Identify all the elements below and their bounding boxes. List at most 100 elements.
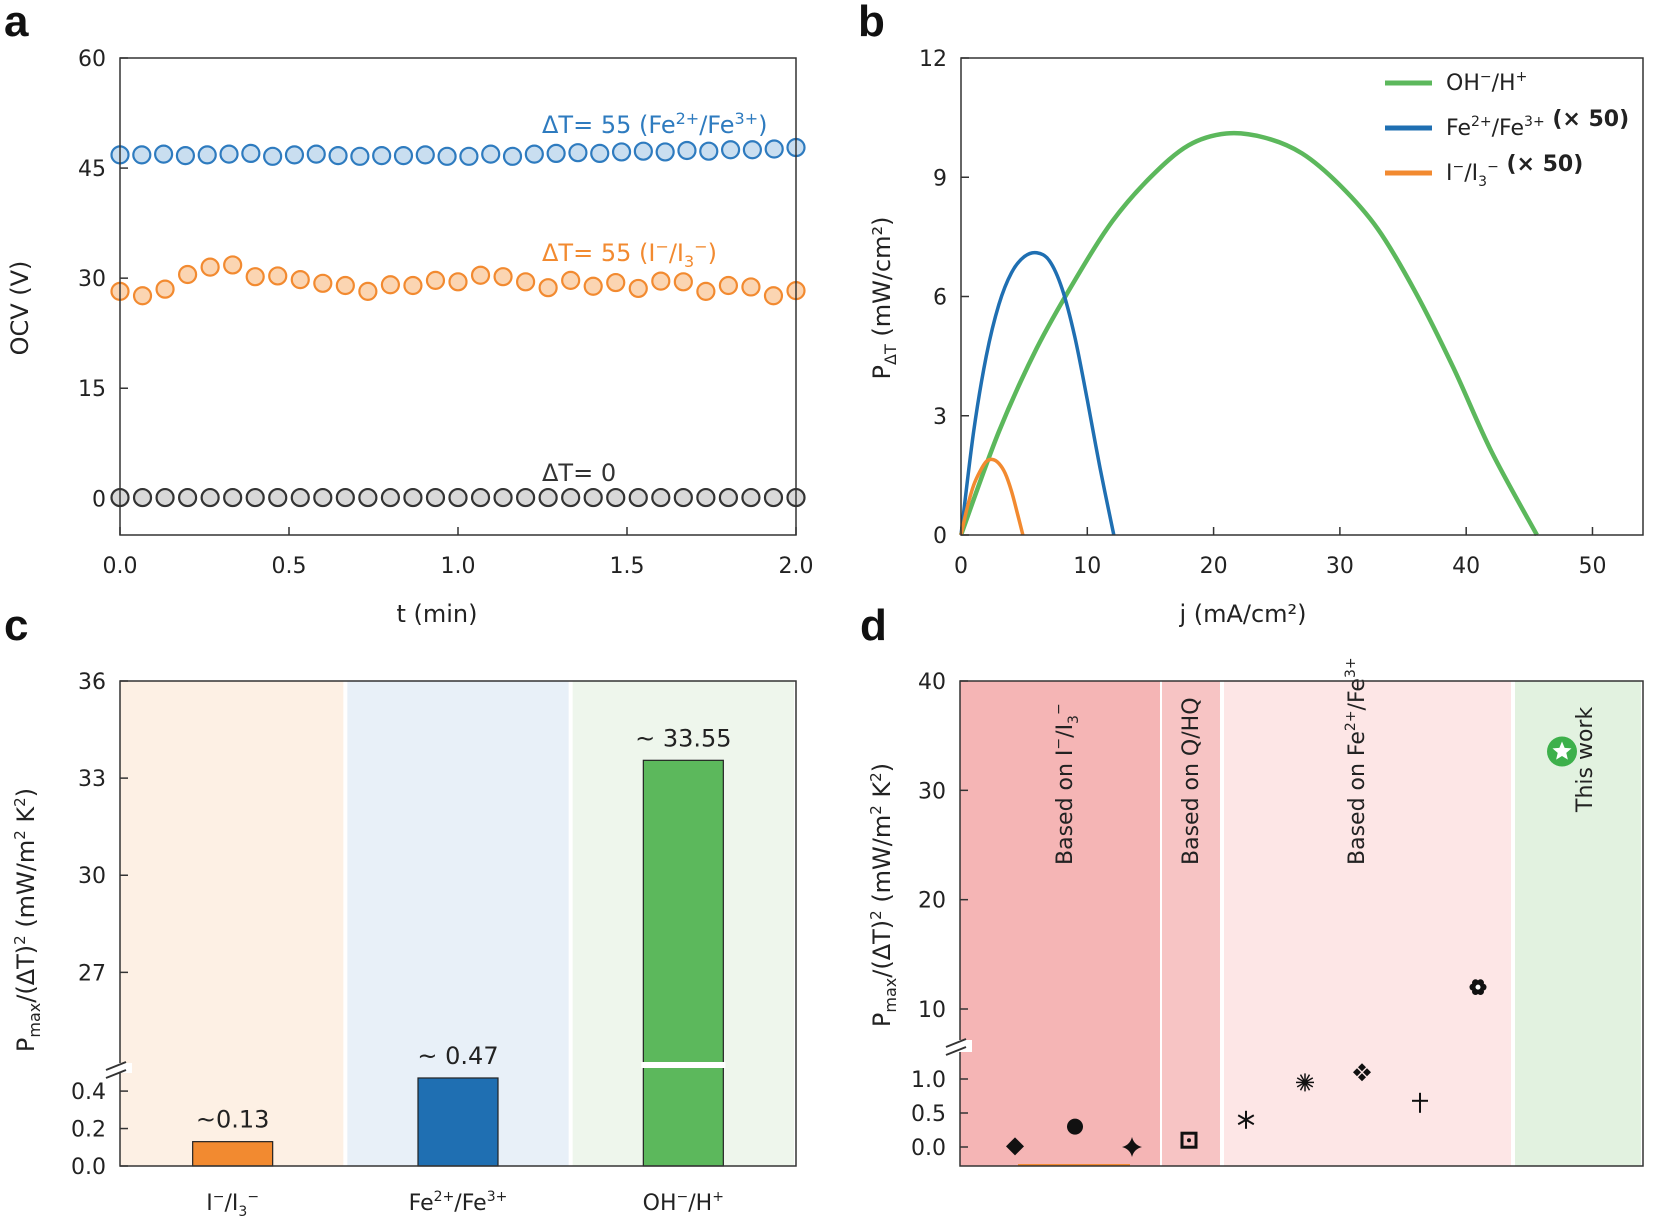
data-point xyxy=(448,487,468,508)
bar xyxy=(642,759,724,1167)
data-point xyxy=(178,264,198,285)
y-tick-label: 30 xyxy=(78,864,106,889)
data-point xyxy=(720,140,741,160)
data-point xyxy=(524,144,544,164)
legend-label: I−/I3− (× 50) xyxy=(1446,152,1583,190)
data-point xyxy=(611,142,632,162)
y-tick-label: 0.4 xyxy=(71,1080,106,1105)
y-tick-label: 30 xyxy=(78,267,106,292)
x-tick-label: 10 xyxy=(1073,554,1101,579)
region-label: Based on Q/HQ xyxy=(1179,697,1204,865)
panel-d-frame xyxy=(959,680,1644,1167)
y-tick-label: 0.0 xyxy=(911,1136,946,1161)
panel-b-label: b xyxy=(858,0,885,46)
data-point xyxy=(155,279,175,299)
data-point xyxy=(219,144,239,164)
region-label: This work xyxy=(1573,707,1598,813)
data-point-center xyxy=(1187,1138,1191,1143)
data-point xyxy=(655,142,675,162)
panel-a-ylabel: OCV (V) xyxy=(6,261,34,356)
panel-d-points xyxy=(1006,736,1577,1166)
panel-b-ticks: 0 10 20 30 40 50 0 3 6 9 12 xyxy=(919,47,1606,579)
data-point xyxy=(132,286,153,306)
y-tick-label: 12 xyxy=(919,47,947,72)
panel-a-ticks: 0.0 0.5 1.0 1.5 2.0 0 15 30 45 60 xyxy=(78,47,814,579)
series-annotation: ΔT= 55 (I−/I3−) xyxy=(542,237,717,271)
panel-c-axis-break xyxy=(105,1061,132,1079)
data-point xyxy=(1477,979,1484,987)
bar xyxy=(417,1077,499,1167)
data-point xyxy=(200,257,220,277)
data-point xyxy=(393,146,414,166)
data-point xyxy=(284,145,305,165)
data-point xyxy=(481,144,501,164)
data-point xyxy=(673,272,693,292)
data-point xyxy=(132,487,153,508)
y-tick-label: 36 xyxy=(78,670,106,695)
region-background xyxy=(960,681,1160,1166)
y-tick-label: 0.5 xyxy=(911,1102,946,1127)
data-point xyxy=(1472,979,1479,987)
data-point xyxy=(403,487,423,508)
data-point xyxy=(538,278,558,298)
data-point xyxy=(699,141,719,161)
data-point xyxy=(245,487,265,508)
data-point-center xyxy=(1302,1079,1308,1086)
data-point xyxy=(1237,1114,1255,1126)
data-point xyxy=(403,275,423,296)
panel-b-ylabel: PΔT (mW/cm²) xyxy=(868,217,900,380)
panel-d: d Based on I−/I3− Based on Q/HQ Based on F… xyxy=(860,601,1644,1167)
x-tick-label: 0.0 xyxy=(103,554,138,579)
panel-a-label: a xyxy=(4,0,29,46)
panel-b-lines xyxy=(958,130,1539,537)
category-label: OH−/H+ xyxy=(643,1189,724,1216)
region-label: Based on I−/I3− xyxy=(1051,703,1082,865)
y-tick-label: 0.2 xyxy=(71,1118,106,1143)
y-tick-label: 0 xyxy=(92,487,106,512)
data-point xyxy=(651,487,671,508)
data-point-star xyxy=(1552,741,1572,760)
data-point xyxy=(696,487,716,508)
data-point xyxy=(241,143,261,163)
data-point xyxy=(1180,1131,1198,1149)
data-point xyxy=(741,487,761,508)
x-tick-label: 2.0 xyxy=(779,554,814,579)
data-point xyxy=(763,286,784,306)
x-tick-label: 1.0 xyxy=(441,554,476,579)
y-tick-label: 30 xyxy=(918,779,946,804)
panel-a: a OCV (V) t (min) 0.0 0.5 1.0 1.5 2.0 0 15 30 45… xyxy=(4,0,814,628)
data-point xyxy=(677,140,697,161)
data-point xyxy=(197,145,217,165)
panel-c-category-labels: I−/I3− Fe2+/Fe3+ OH−/H+ xyxy=(206,1189,724,1220)
category-label: Fe2+/Fe3+ xyxy=(409,1189,508,1216)
panel-b-legend: OH−/H+ Fe2+/Fe3+ (× 50) I−/I3− (× 50) xyxy=(1385,69,1629,190)
data-point xyxy=(590,143,610,163)
data-point xyxy=(245,267,265,287)
data-point xyxy=(493,487,513,508)
data-point xyxy=(1006,1137,1024,1156)
data-point xyxy=(290,270,310,290)
region-background xyxy=(1515,681,1641,1166)
data-point xyxy=(290,487,310,508)
panel-d-axis-break xyxy=(945,1038,972,1056)
y-tick-label: 15 xyxy=(78,377,106,402)
panel-b-frame xyxy=(960,57,1644,536)
panel-c: c ~0.13 ~ 0.47 ~ 33.55 0.0 0.2 0.4 27 30 33 36 I… xyxy=(4,601,797,1220)
data-point xyxy=(448,272,468,292)
legend-label: OH−/H+ xyxy=(1446,69,1527,96)
data-point xyxy=(515,272,536,292)
data-point xyxy=(175,146,196,166)
y-tick-label: 45 xyxy=(78,157,106,182)
bar xyxy=(192,1141,274,1167)
data-point xyxy=(306,144,326,164)
bar-break xyxy=(641,1062,726,1068)
data-point xyxy=(1358,1063,1366,1072)
series-annotation: ΔT= 0 xyxy=(542,459,616,487)
panel-d-ylabel: Pmax/(ΔT)2 (mW/m2 K2) xyxy=(867,763,900,1027)
data-point xyxy=(335,275,355,296)
panel-c-ylabel: Pmax/(ΔT)2 (mW/m2 K2) xyxy=(11,788,44,1052)
data-point xyxy=(200,487,220,508)
x-tick-label: 1.5 xyxy=(610,554,645,579)
bar-value-label: ~ 33.55 xyxy=(635,724,731,752)
